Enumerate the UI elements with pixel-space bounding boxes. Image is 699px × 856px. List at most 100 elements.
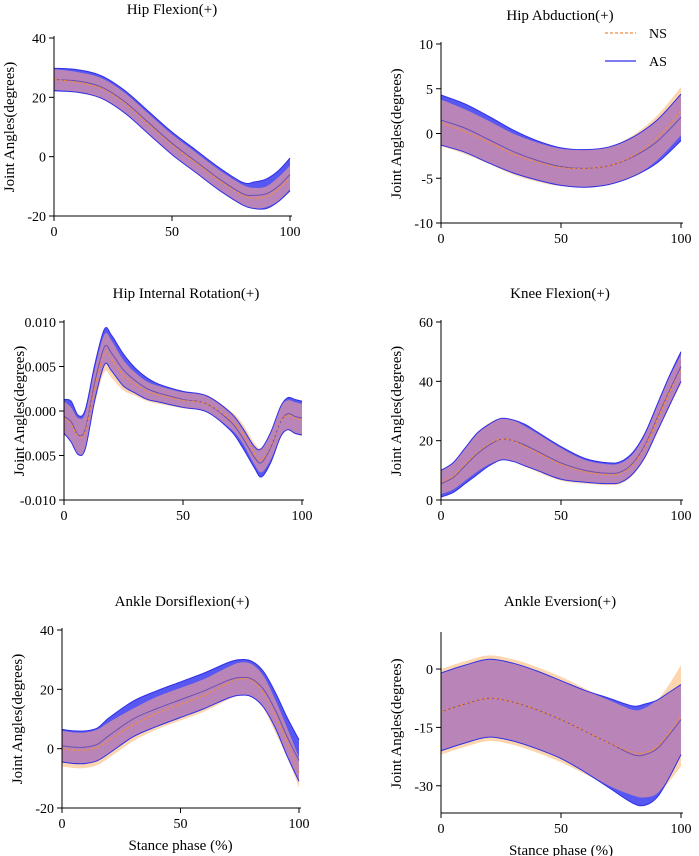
as-mean-line (441, 366, 682, 485)
ns-mean-line (441, 697, 682, 755)
y-tick-label: 60 (419, 316, 433, 331)
x-tick-label: 0 (51, 225, 58, 240)
as-mean-line (54, 79, 291, 197)
as-lower-edge (441, 736, 682, 807)
y-axis-label: Joint Angles(degrees) (12, 346, 28, 476)
y-tick-label: 0 (47, 743, 54, 758)
y-tick-label: 0.000 (25, 405, 57, 420)
knee-flexion-axes: 0 20 40 60 0 50 100 (419, 316, 692, 524)
y-tick-label: 40 (32, 32, 46, 47)
legend: NS AS (605, 27, 667, 70)
x-axis-label: Stance phase (%) (509, 843, 613, 856)
x-tick-label: 0 (438, 822, 445, 837)
x-tick-label: 100 (292, 509, 313, 524)
hip-flexion-title: Hip Flexion(+) (127, 2, 218, 18)
hip-internal-rotation-plot-area (64, 327, 303, 478)
as-upper-edge (62, 659, 300, 741)
overlap-band (54, 69, 290, 209)
ns-mean-line (441, 110, 682, 170)
hip-flexion-chart: -20 0 20 40 0 50 100 Hip Flexion(+) Joint Angles… (2, 2, 301, 240)
overlap-band (62, 662, 299, 782)
x-tick-label: 50 (176, 509, 190, 524)
y-tick-label: 40 (419, 375, 433, 390)
as-lower-edge (64, 362, 303, 478)
ankle-dorsiflexion-chart: -20 0 20 40 0 50 100 Ankle Dorsiflexion(+) Joint… (10, 594, 310, 854)
as-upper-edge (441, 351, 682, 471)
y-tick-label: 20 (40, 683, 54, 698)
x-axis-label: Stance phase (%) (128, 838, 232, 854)
y-tick-label: -15 (414, 721, 433, 736)
as-upper-edge (54, 67, 291, 184)
knee-flexion-title: Knee Flexion(+) (510, 286, 610, 302)
x-tick-label: 0 (438, 232, 445, 247)
y-axis-label: Joint Angles(degrees) (389, 68, 405, 198)
y-axis-label: Joint Angles(degrees) (2, 62, 18, 192)
as-upper-edge (441, 658, 682, 707)
hip-internal-rotation-title: Hip Internal Rotation(+) (113, 286, 260, 302)
y-tick-label: 10 (419, 38, 433, 53)
ns-mean-line (64, 351, 303, 461)
ankle-eversion-axes: -30 -15 0 0 50 100 (414, 632, 692, 837)
y-axis-label: Joint Angles(degrees) (10, 654, 26, 784)
ns-mean-line (62, 678, 300, 773)
y-tick-label: 0.010 (25, 316, 57, 331)
hip-internal-rotation-axes: -0.010 -0.005 0.000 0.005 0.010 0 50 100 (20, 316, 313, 524)
x-tick-label: 0 (59, 817, 66, 832)
x-tick-label: 0 (438, 509, 445, 524)
as-lower-edge (441, 140, 682, 188)
y-tick-label: -0.010 (20, 494, 56, 509)
y-tick-label: 0 (39, 151, 46, 166)
ankle-dorsiflexion-title: Ankle Dorsiflexion(+) (115, 594, 250, 610)
y-tick-label: 5 (426, 83, 433, 98)
as-lower-edge (54, 90, 291, 210)
x-tick-label: 100 (280, 225, 301, 240)
x-tick-label: 50 (554, 822, 568, 837)
x-tick-label: 0 (61, 509, 68, 524)
overlap-band (441, 659, 681, 798)
x-tick-label: 50 (554, 509, 568, 524)
y-axis-label: Joint Angles(degrees) (389, 658, 405, 788)
y-tick-label: -10 (414, 217, 433, 232)
x-tick-label: 100 (289, 817, 310, 832)
x-tick-label: 100 (671, 509, 692, 524)
hip-internal-rotation-chart: -0.010 -0.005 0.000 0.005 0.010 0 50 100 Hip Int… (12, 286, 313, 524)
as-lower-edge (62, 694, 300, 782)
ankle-dorsiflexion-plot-area (62, 659, 300, 788)
x-tick-label: 50 (174, 817, 188, 832)
y-tick-label: -20 (35, 802, 54, 817)
hip-flexion-plot-area (54, 67, 291, 210)
ankle-eversion-plot-area (441, 655, 682, 807)
as-mean-line (441, 117, 682, 169)
overlap-band (441, 354, 681, 495)
as-mean-line (62, 676, 300, 761)
x-tick-label: 100 (671, 232, 692, 247)
hip-flexion-axes: -20 0 20 40 0 50 100 (27, 32, 300, 240)
as-upper-edge (64, 327, 303, 451)
knee-flexion-chart: 0 20 40 60 0 50 100 Knee Flexion(+) Joint Angles… (389, 286, 692, 524)
legend-ns-label: NS (649, 27, 667, 42)
as-upper-edge (441, 93, 682, 151)
y-tick-label: -5 (421, 172, 433, 187)
ankle-eversion-chart: -30 -15 0 0 50 100 Ankle Eversion(+) Joint Angl… (389, 594, 692, 856)
as-lower-edge (441, 381, 682, 498)
y-tick-label: 0 (426, 494, 433, 509)
y-tick-label: 0.005 (25, 361, 57, 376)
hip-abduction-plot-area (441, 86, 682, 188)
y-tick-label: -20 (27, 210, 46, 225)
y-tick-label: -0.005 (20, 450, 56, 465)
knee-flexion-plot-area (441, 351, 682, 498)
y-tick-label: 0 (426, 663, 433, 678)
x-tick-label: 50 (554, 232, 568, 247)
x-tick-label: 50 (165, 225, 179, 240)
ns-mean-line (441, 369, 682, 483)
y-tick-label: 20 (32, 91, 46, 106)
y-tick-label: -30 (414, 780, 433, 795)
y-tick-label: 0 (426, 128, 433, 143)
ankle-dorsiflexion-axes: -20 0 20 40 0 50 100 (35, 624, 309, 832)
ankle-eversion-title: Ankle Eversion(+) (504, 594, 616, 610)
ns-mean-line (54, 78, 291, 199)
overlap-band (441, 94, 681, 188)
